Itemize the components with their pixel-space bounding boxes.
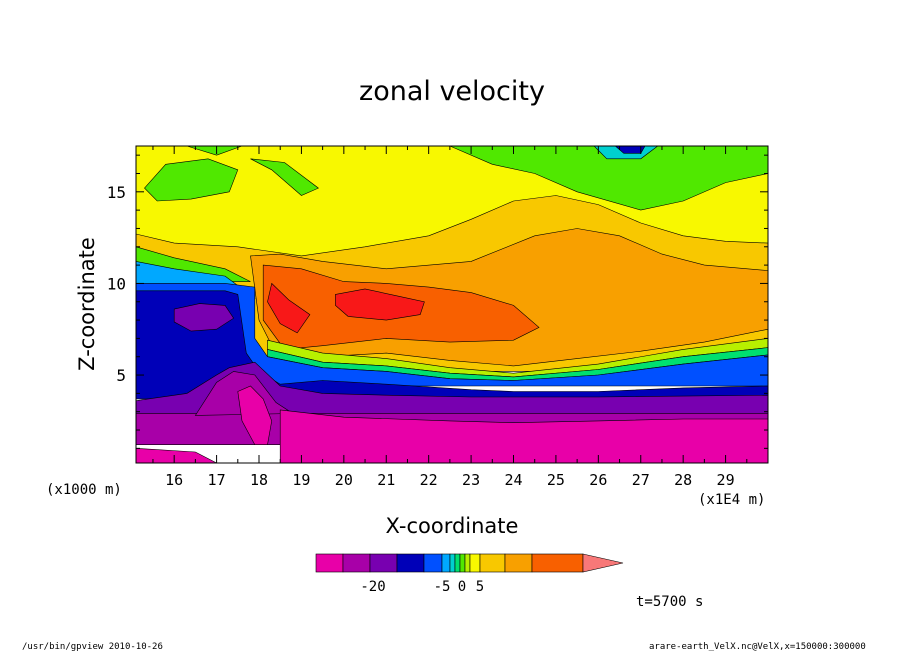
colorbar-cell [504,553,533,573]
contour-band-24 [135,447,217,464]
footer-right: arare-earth_VelX.nc@VelX,x=150000:300000 [649,642,866,652]
colorbar-cell [479,553,506,573]
colorbar-cell [464,553,471,573]
x-tick-label: 19 [292,471,310,489]
colorbar-cell [342,553,371,573]
x-tick-label: 24 [504,471,522,489]
x-tick-label: 21 [377,471,395,489]
x-tick-label: 25 [547,471,565,489]
y-axis-label: Z-coordinate [75,237,99,371]
colorbar-cell [369,553,398,573]
colorbar-tick-label: -20 [360,579,385,595]
colorbar-cell [531,553,584,573]
contour-bands [135,145,769,464]
colorbar-cell [396,553,425,573]
contour-band-12 [267,282,311,334]
contour-band-13 [335,288,425,321]
x-scale-label: (x1E4 m) [698,492,766,508]
x-axis-label: X-coordinate [385,514,519,538]
colorbar-cell [423,553,443,573]
x-tick-label: 17 [208,471,226,489]
footer-left: /usr/bin/gpview 2010-10-26 [22,642,163,652]
colorbar-cell [315,553,344,573]
chart-title: zonal velocity [359,76,545,107]
colorbar-cell [469,553,481,573]
x-tick-label: 28 [674,471,692,489]
contour-band-22 [237,385,273,446]
colorbar-tick-label: -5 [434,579,451,595]
colorbar-cell [441,553,451,573]
colorbar-overflow-triangle [582,553,624,573]
x-tick-label: 29 [717,471,735,489]
time-label: t=5700 s [636,594,704,610]
x-tick-label: 22 [420,471,438,489]
y-tick-label: 5 [116,366,126,385]
colorbar: -20 -5 0 5 [315,553,624,595]
colorbar-cell [459,553,466,573]
plot-frame [135,145,769,464]
x-unit-label: (x1000 m) [46,482,122,498]
contour-band-3 [250,158,319,196]
colorbar-tick-label: 0 [458,579,466,595]
x-tick-label: 23 [462,471,480,489]
x-tick-label: 20 [335,471,353,489]
contour-band-1 [144,158,239,202]
y-tick-label: 15 [107,183,126,202]
x-tick-label: 26 [589,471,607,489]
x-tick-label: 16 [165,471,183,489]
x-tick-label: 27 [632,471,650,489]
y-axis-ticks: 5 10 15 [107,154,768,449]
colorbar-tick-label: 5 [476,579,484,595]
y-tick-label: 10 [107,274,126,293]
colorbar-cell [449,553,456,573]
colorbar-cell [454,553,461,573]
x-axis-ticks: 16 17 18 19 20 21 22 23 24 25 26 27 28 29 [152,146,748,489]
contour-band-18 [173,303,235,332]
x-tick-label: 18 [250,471,268,489]
